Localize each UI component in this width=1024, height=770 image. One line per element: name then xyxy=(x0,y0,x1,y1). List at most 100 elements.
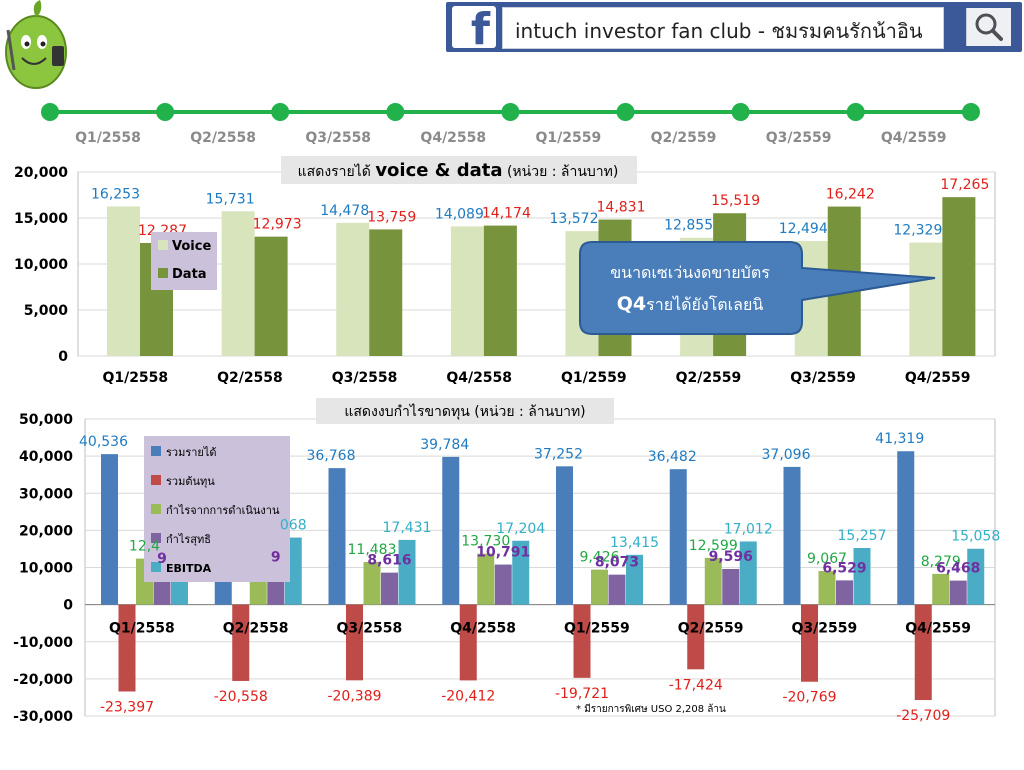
chart-title-part: แสดงรายได้ xyxy=(298,163,376,180)
timeline-label: Q1/2558 xyxy=(75,130,141,146)
callout-q4: Q4 xyxy=(617,293,646,315)
legend-label: Voice xyxy=(172,239,211,254)
bar-series-1 xyxy=(459,604,477,681)
x-tick-label: Q1/2558 xyxy=(109,621,175,637)
data-label-series-2: 12,4 xyxy=(129,539,160,555)
x-tick-label: Q3/2559 xyxy=(792,621,858,637)
data-label-data: 14,174 xyxy=(482,206,531,222)
callout-line1: ขนาดเซเว่นงดขายบัตร xyxy=(610,263,770,282)
chart-title-part: (หน่วย : ล้านบาท) xyxy=(503,164,619,180)
data-label-series-3: 6,468 xyxy=(936,561,980,577)
data-label-voice: 12,855 xyxy=(664,218,713,234)
data-label-voice: 13,572 xyxy=(550,211,599,227)
bar-series-3 xyxy=(608,574,626,605)
mascot-pen xyxy=(6,29,16,71)
timeline-label: Q1/2559 xyxy=(536,130,602,146)
data-label-series-0: 39,784 xyxy=(420,437,469,453)
data-label-series-1: -20,769 xyxy=(782,690,836,706)
data-label-series-1: -25,709 xyxy=(896,708,950,724)
chart-title-bg xyxy=(316,398,614,424)
bar-series-3 xyxy=(494,564,512,605)
legend-swatch xyxy=(158,268,168,278)
bar-series-4 xyxy=(512,540,530,605)
data-label-series-4: 15,257 xyxy=(838,528,887,544)
timeline-dot xyxy=(501,103,520,121)
legend-label: EBITDA xyxy=(166,562,212,575)
legend-swatch xyxy=(151,562,161,572)
data-label-series-2: 13,730 xyxy=(461,534,510,550)
data-label-series-3: 10,791 xyxy=(476,545,530,561)
timeline-dot xyxy=(156,103,175,121)
bar-data xyxy=(369,229,403,356)
bar-series-4 xyxy=(398,539,416,605)
bar-data xyxy=(254,236,288,356)
legend-label: รวมต้นทุน xyxy=(166,475,215,488)
data-label-data: 14,831 xyxy=(597,200,646,216)
data-label-data: 16,242 xyxy=(826,187,875,203)
data-label-voice: 14,089 xyxy=(435,206,484,222)
data-label-series-2: 9,067 xyxy=(807,551,847,567)
data-label-series-0: 37,252 xyxy=(534,446,583,462)
bar-voice xyxy=(107,206,140,356)
bar-voice xyxy=(909,242,943,356)
y-tick-label: 20,000 xyxy=(14,165,68,181)
bar-series-0 xyxy=(556,466,573,605)
bar-voice xyxy=(336,222,370,356)
data-label-series-4: 15,058 xyxy=(951,529,1000,545)
y-tick-label: 15,000 xyxy=(14,211,68,227)
mascot-pupil-right xyxy=(40,41,46,47)
legend-swatch xyxy=(151,446,161,456)
bar-data xyxy=(942,197,976,356)
x-tick-label: Q2/2559 xyxy=(676,370,742,386)
search-button[interactable] xyxy=(966,8,1011,46)
timeline-label: Q2/2558 xyxy=(190,130,256,146)
legend-label: กำไรสุทธิ xyxy=(166,533,211,546)
data-label-series-4: 068 xyxy=(280,518,307,534)
facebook-search-bar: f intuch investor fan club - ชมรมคนรักน้… xyxy=(446,2,1022,52)
timeline-dot xyxy=(616,103,635,121)
data-label-series-4: 17,204 xyxy=(496,521,545,537)
bar-series-1 xyxy=(346,604,363,681)
facebook-search-text: intuch investor fan club - ชมรมคนรักน้าอ… xyxy=(515,19,923,43)
bar-series-3 xyxy=(722,568,740,605)
bar-series-2 xyxy=(363,561,381,605)
timeline-label: Q3/2559 xyxy=(766,130,832,146)
y-tick-label: 50,000 xyxy=(19,412,73,428)
data-label-series-1: -20,412 xyxy=(441,688,495,704)
callout-bubble xyxy=(579,241,936,335)
timeline-dot xyxy=(271,103,290,121)
data-label-series-4: 13,415 xyxy=(610,535,659,551)
y-tick-label: 10,000 xyxy=(19,561,73,577)
y-tick-label: 40,000 xyxy=(19,449,73,465)
facebook-search-field[interactable]: intuch investor fan club - ชมรมคนรักน้าอ… xyxy=(502,7,944,49)
data-label-series-4: 17,431 xyxy=(383,520,432,536)
data-label-series-1: -20,389 xyxy=(327,688,381,704)
bar-series-4 xyxy=(739,541,757,605)
x-tick-label: Q4/2558 xyxy=(446,370,512,386)
timeline-dot xyxy=(731,103,750,121)
timeline-dot xyxy=(846,103,865,121)
x-tick-label: Q4/2558 xyxy=(450,621,516,637)
bar-series-0 xyxy=(101,454,118,605)
chart-title: แสดงงบกำไรขาดทุน (หน่วย : ล้านบาท) xyxy=(344,403,585,420)
bar-series-2 xyxy=(818,570,836,605)
bar-series-2 xyxy=(704,557,722,605)
bar-series-3 xyxy=(836,580,853,605)
facebook-f-icon[interactable]: f xyxy=(452,6,496,52)
data-label-series-0: 40,536 xyxy=(79,434,128,450)
mascot-phone xyxy=(52,46,64,66)
legend-label: Data xyxy=(172,267,207,282)
bar-voice xyxy=(221,211,255,356)
mascot-icon xyxy=(5,0,67,89)
x-tick-label: Q1/2559 xyxy=(564,621,630,637)
data-label-voice: 12,494 xyxy=(779,221,828,237)
bar-series-3 xyxy=(949,580,967,605)
chart-title: แสดงรายได้ voice & data (หน่วย : ล้านบาท… xyxy=(298,160,619,181)
timeline-label: Q2/2559 xyxy=(651,130,717,146)
data-label-data: 13,759 xyxy=(367,209,416,225)
data-label-series-3: 6,529 xyxy=(822,560,866,576)
y-tick-label: 0 xyxy=(58,349,68,365)
y-tick-label: -30,000 xyxy=(13,709,73,725)
bar-series-1 xyxy=(687,604,705,670)
